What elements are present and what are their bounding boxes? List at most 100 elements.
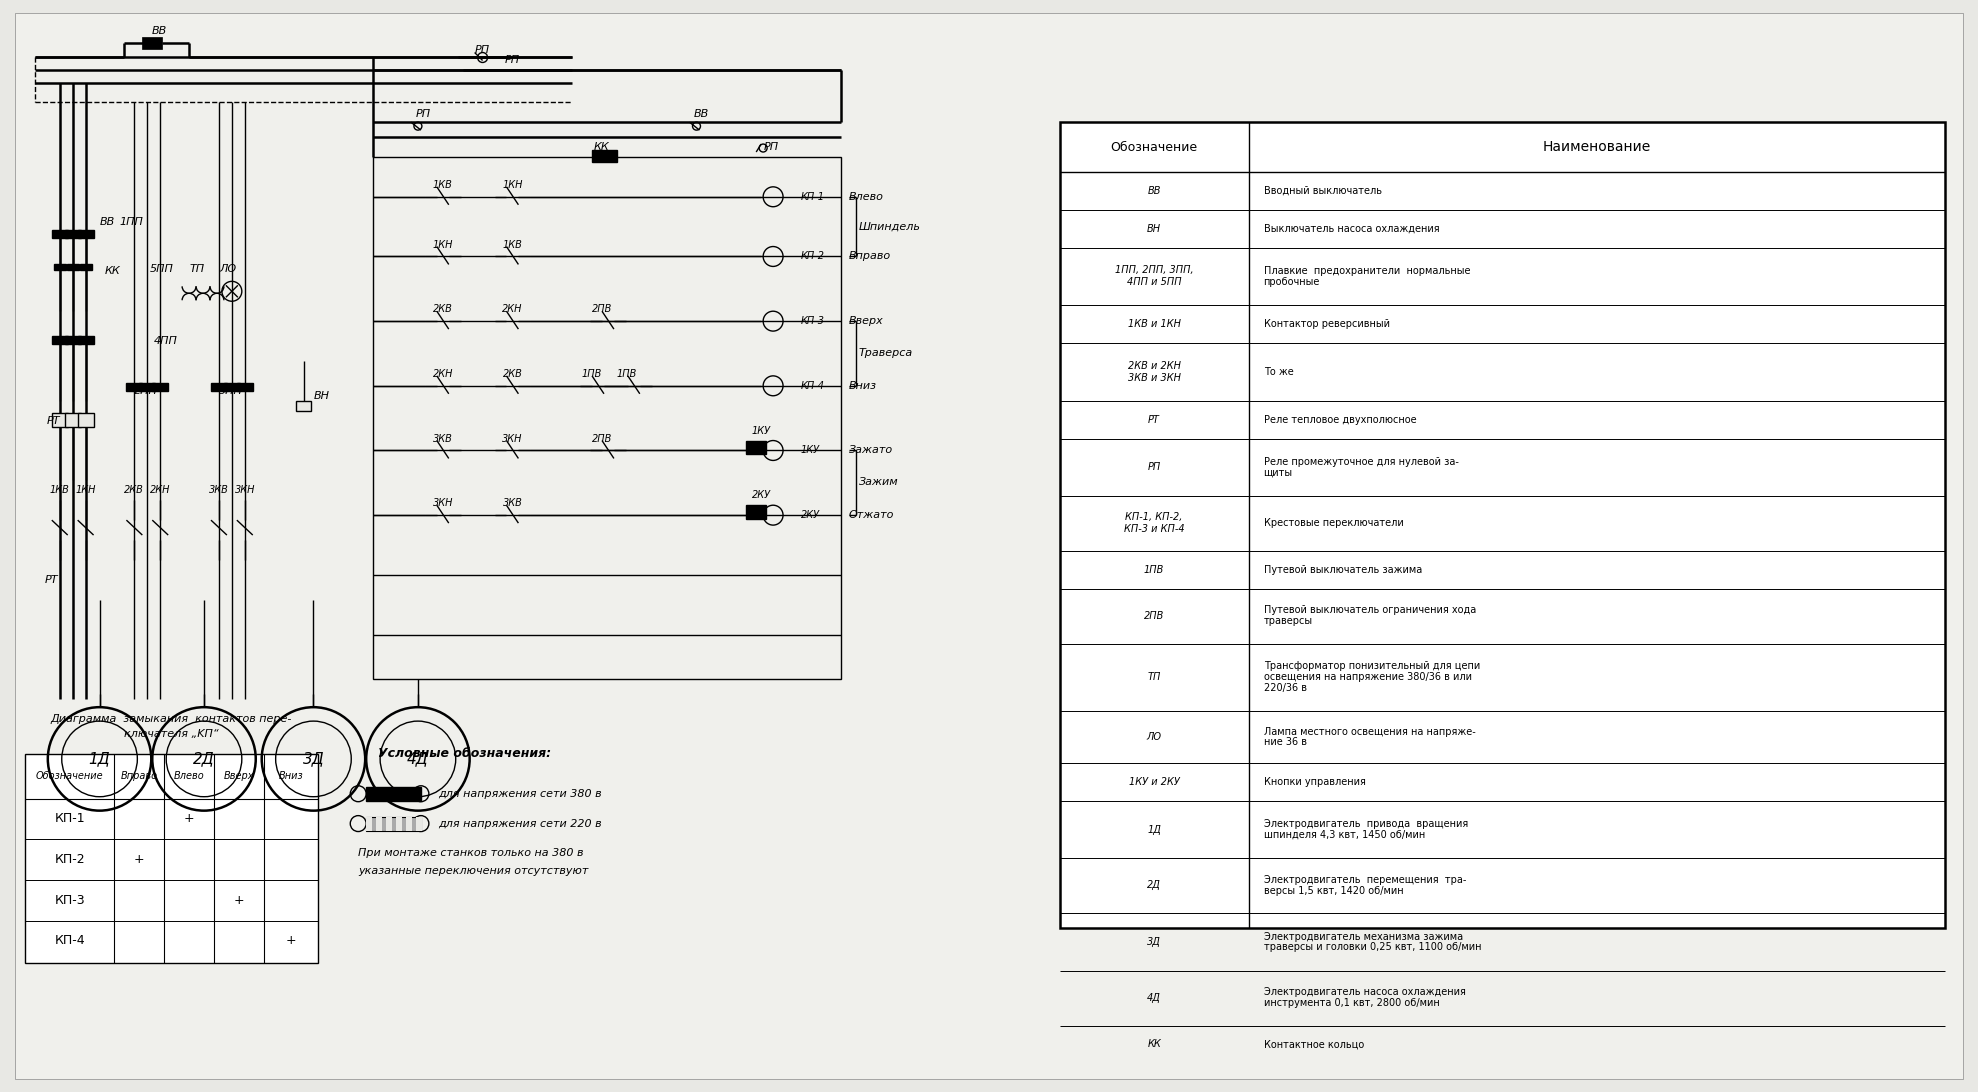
Text: ЛО: ЛО: [220, 264, 235, 274]
Text: Плавкие  предохранители  нормальные: Плавкие предохранители нормальные: [1264, 266, 1470, 276]
Text: РТ: РТ: [45, 416, 59, 426]
Text: КП-2: КП-2: [801, 251, 825, 261]
Text: Диаграмма  замыкания  контактов пере-: Диаграмма замыкания контактов пере-: [51, 714, 293, 724]
Bar: [376, 817, 382, 831]
Text: Обозначение: Обозначение: [36, 771, 103, 781]
Text: Вправо: Вправо: [121, 771, 158, 781]
Bar: [138, 383, 154, 391]
Text: Наименование: Наименование: [1543, 140, 1652, 154]
Bar: [366, 786, 421, 800]
Text: 2ПВ: 2ПВ: [591, 434, 611, 443]
Text: 1КВ: 1КВ: [433, 180, 453, 190]
Text: +: +: [233, 893, 243, 906]
Text: 2Д: 2Д: [194, 751, 216, 767]
Bar: [366, 817, 372, 831]
Text: 1КН: 1КН: [502, 180, 522, 190]
Text: 3КН: 3КН: [235, 485, 255, 496]
Bar: [746, 506, 765, 519]
Text: 2ПП: 2ПП: [135, 385, 158, 395]
Text: КП-1: КП-1: [801, 192, 825, 202]
Bar: [77, 229, 93, 238]
Text: Влево: Влево: [849, 192, 884, 202]
Text: 1КУ: 1КУ: [752, 426, 771, 436]
Text: ВВ: ВВ: [694, 109, 708, 119]
Text: 3ПП: 3ПП: [220, 385, 243, 395]
Text: 3КВ: 3КВ: [210, 485, 229, 496]
Text: Электродвигатель  перемещения  тра-: Электродвигатель перемещения тра-: [1264, 875, 1466, 885]
Text: ВН: ВН: [1147, 224, 1161, 234]
Text: 1КВ: 1КВ: [502, 239, 522, 250]
Text: РП: РП: [415, 109, 431, 119]
Text: 3КН: 3КН: [433, 498, 453, 508]
Text: ВВ: ВВ: [1147, 186, 1161, 195]
Bar: [53, 264, 65, 271]
Text: Вниз: Вниз: [849, 381, 876, 391]
Text: Контактор реверсивный: Контактор реверсивный: [1264, 319, 1391, 329]
Text: РТ: РТ: [1147, 415, 1159, 425]
Text: Отжато: Отжато: [849, 510, 894, 520]
Bar: [79, 264, 91, 271]
Text: КП-1: КП-1: [53, 812, 85, 826]
Text: 2КВ: 2КВ: [502, 369, 522, 379]
Bar: [386, 817, 392, 831]
Text: РП: РП: [475, 45, 491, 55]
Bar: [51, 413, 67, 427]
Text: ключателя „KП“: ключателя „KП“: [125, 729, 218, 739]
Bar: [591, 150, 617, 162]
Text: Вправо: Вправо: [849, 251, 890, 261]
Bar: [51, 229, 67, 238]
Text: версы 1,5 квт, 1420 об/мин: версы 1,5 квт, 1420 об/мин: [1264, 886, 1402, 895]
Text: 220/36 в: 220/36 в: [1264, 684, 1307, 693]
Text: Реле промежуточное для нулевой за-: Реле промежуточное для нулевой за-: [1264, 456, 1458, 467]
Text: 2КВ: 2КВ: [433, 305, 453, 314]
Text: КП-3: КП-3: [53, 893, 85, 906]
Bar: [77, 336, 93, 344]
Text: +: +: [135, 853, 144, 866]
Text: 1ПВ: 1ПВ: [582, 369, 601, 379]
Bar: [77, 413, 93, 427]
Bar: [65, 413, 81, 427]
Bar: [65, 229, 81, 238]
Text: КП-3: КП-3: [801, 317, 825, 327]
Text: Условные обозначения:: Условные обозначения:: [378, 747, 552, 760]
Text: Выключатель насоса охлаждения: Выключатель насоса охлаждения: [1264, 224, 1440, 234]
Text: 1КВ и 1КН: 1КВ и 1КН: [1127, 319, 1181, 329]
Text: пробочные: пробочные: [1264, 277, 1319, 287]
Text: инструмента 0,1 квт, 2800 об/мин: инструмента 0,1 квт, 2800 об/мин: [1264, 998, 1440, 1008]
Text: РП: РП: [1147, 462, 1161, 473]
Text: 2КУ: 2КУ: [752, 490, 771, 500]
Text: 2КВ и 2КН: 2КВ и 2КН: [1127, 361, 1181, 371]
Text: 3КВ: 3КВ: [433, 434, 453, 443]
Text: ВВ: ВВ: [152, 25, 166, 36]
Bar: [142, 37, 162, 48]
Bar: [237, 383, 253, 391]
Text: КК: КК: [1147, 1040, 1161, 1049]
Text: Электродвигатель насоса охлаждения: Электродвигатель насоса охлаждения: [1264, 987, 1466, 997]
Text: 2КН: 2КН: [502, 305, 522, 314]
Text: Зажим: Зажим: [858, 477, 898, 487]
Text: ВВ: ВВ: [99, 216, 115, 227]
Text: 2КН: 2КН: [433, 369, 453, 379]
Text: 2КВ: 2КВ: [125, 485, 144, 496]
Bar: [212, 383, 227, 391]
Text: для напряжения сети 220 в: для напряжения сети 220 в: [437, 819, 601, 829]
Text: 3КВ: 3КВ: [502, 498, 522, 508]
Text: ние 36 в: ние 36 в: [1264, 737, 1307, 748]
Text: 2ПВ: 2ПВ: [591, 305, 611, 314]
Text: Шпиндель: Шпиндель: [858, 222, 920, 232]
Text: 4ПП: 4ПП: [154, 336, 178, 346]
Text: 3КН: 3КН: [502, 434, 522, 443]
Text: 4Д: 4Д: [407, 751, 429, 767]
Bar: [415, 817, 421, 831]
Text: КК: КК: [105, 266, 121, 276]
Text: Зажато: Зажато: [849, 446, 892, 455]
Text: 2КУ: 2КУ: [801, 510, 821, 520]
Text: Обозначение: Обозначение: [1110, 141, 1199, 154]
Text: КП-4: КП-4: [53, 935, 85, 948]
Bar: [746, 440, 765, 454]
Text: КП-3 и КП-4: КП-3 и КП-4: [1124, 524, 1185, 534]
Text: 5ПП: 5ПП: [148, 264, 174, 274]
Text: КК: КК: [593, 142, 609, 152]
Text: Крестовые переключатели: Крестовые переключатели: [1264, 518, 1402, 529]
Text: 1КУ: 1КУ: [801, 446, 821, 455]
